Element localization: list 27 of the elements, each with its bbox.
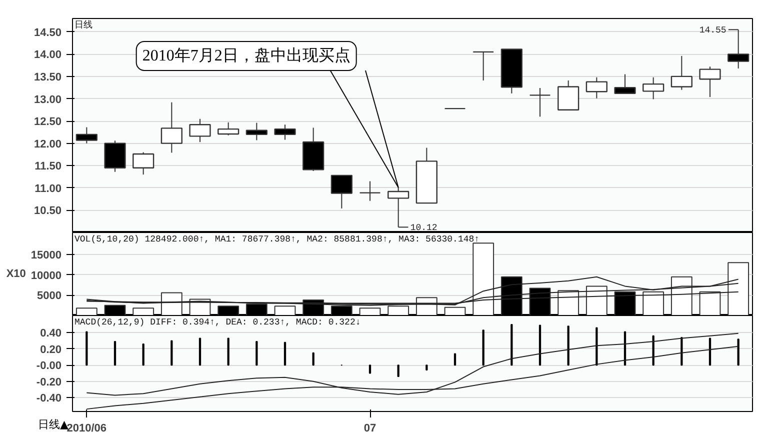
y-tick-label: 10000 <box>30 270 62 282</box>
y-tick-label: 14.00 <box>34 49 62 62</box>
y-tick-label: -0.00 <box>36 360 62 372</box>
y-tick-label: 11.00 <box>34 182 62 195</box>
y-tick-label: 12.00 <box>34 138 62 150</box>
y-tick-label: -0.20 <box>36 376 62 388</box>
x-tick-label: 07 <box>364 422 376 434</box>
annotation: 2010年7月2日，盘中出现买点 <box>142 46 350 64</box>
chart-title: VOL(5,10,20) 128492.000↑, MA1: 78677.398↑, MA2: 85881.398↑, MA3: 56330.148↑ <box>74 234 480 244</box>
y-axis-title: X10 <box>6 268 26 280</box>
y-tick-label: 5000 <box>37 290 62 302</box>
text: 日线▲ <box>38 417 68 431</box>
annotation: 10.12 <box>410 223 438 234</box>
y-tick-label: 11.50 <box>34 160 62 173</box>
y-tick-label: 10.50 <box>34 205 62 218</box>
annotation: 14.55 <box>699 26 726 36</box>
chart-title: 日线 <box>74 20 92 30</box>
y-tick-label: 13.00 <box>34 94 62 106</box>
y-tick-label: 15000 <box>30 249 62 262</box>
x-tick-label: 2010/06 <box>66 422 107 434</box>
y-tick-label: -0.40 <box>36 392 62 405</box>
chart-title: MACD(26,12,9) DIFF: 0.394↑, DEA: 0.233↑, MACD: 0.322↓ <box>74 318 361 328</box>
y-tick-label: 13.50 <box>34 71 62 84</box>
y-tick-label: 14.50 <box>34 26 62 39</box>
y-tick-label: 12.50 <box>34 116 62 128</box>
y-tick-label: 0.20 <box>40 344 62 356</box>
y-tick-label: 0.40 <box>40 328 62 340</box>
